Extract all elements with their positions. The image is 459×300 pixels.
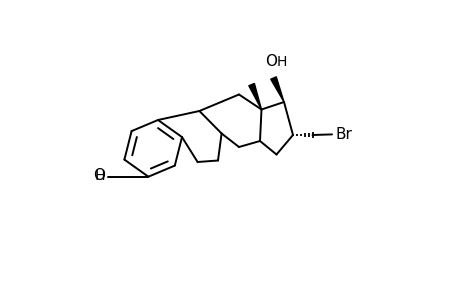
Text: H: H [82, 169, 105, 183]
Text: H: H [276, 55, 286, 69]
Text: O: O [93, 168, 105, 183]
Polygon shape [270, 77, 283, 102]
Polygon shape [248, 83, 261, 110]
Text: Br: Br [335, 127, 352, 142]
Text: O: O [265, 54, 277, 69]
